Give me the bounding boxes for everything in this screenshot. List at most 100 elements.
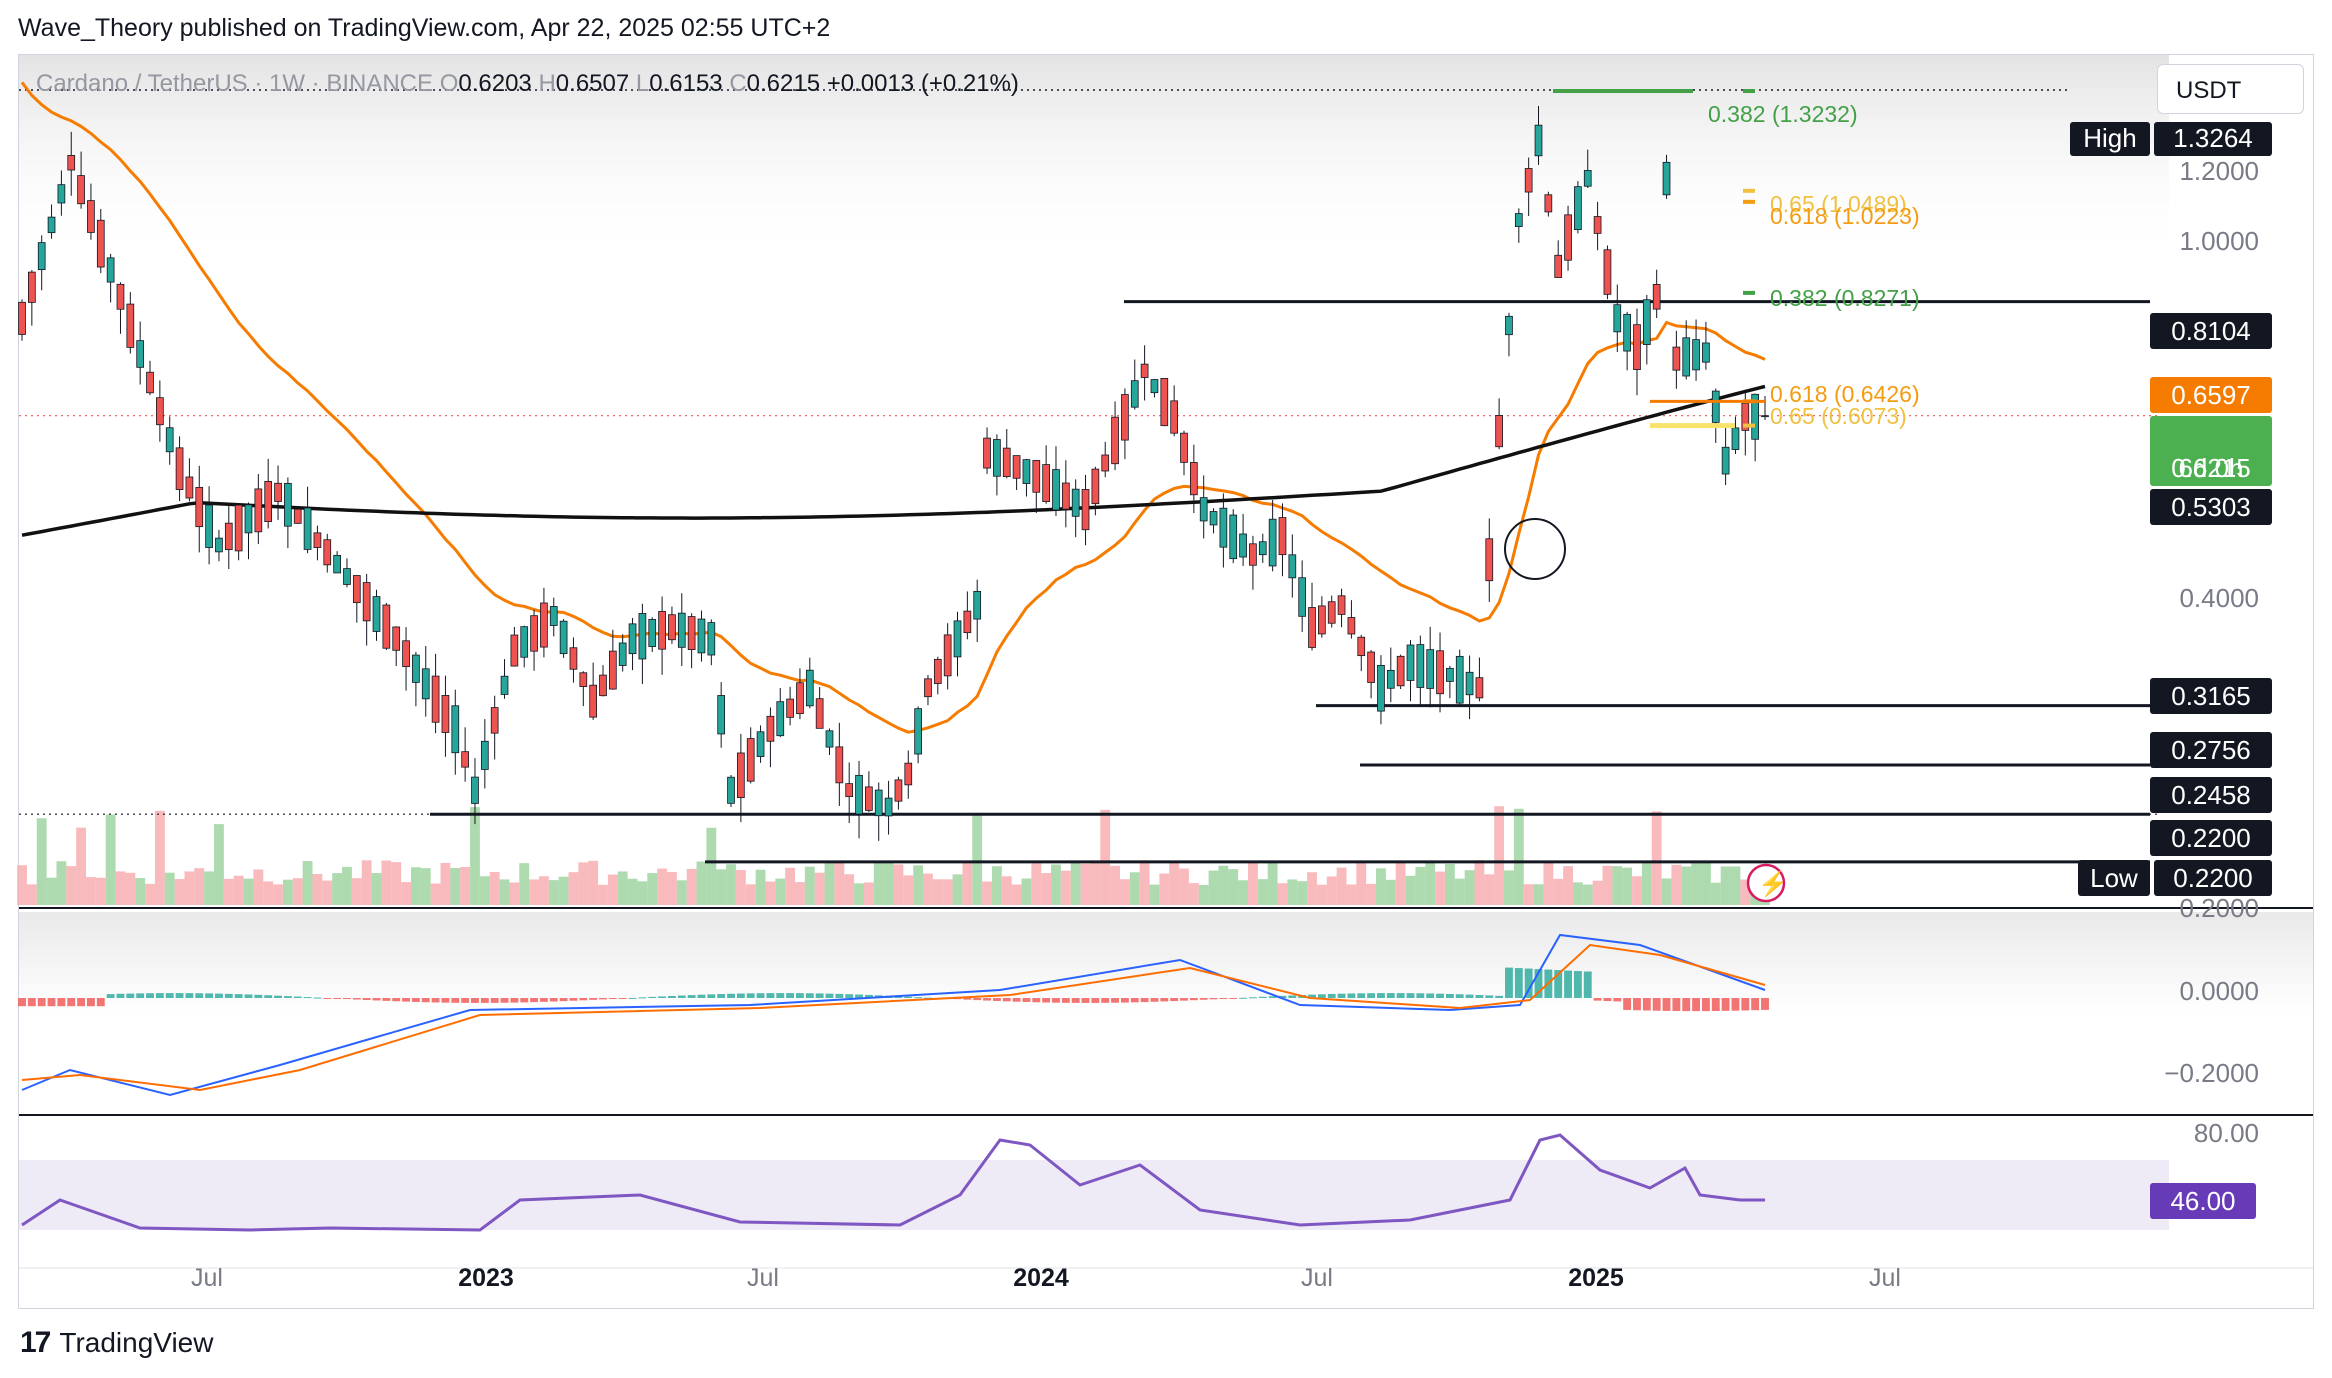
- volume-bar: [1484, 874, 1495, 905]
- volume-bar: [263, 881, 274, 905]
- macd-histogram-bar: [67, 998, 76, 1007]
- macd-histogram-bar: [1130, 998, 1139, 1003]
- volume-bar: [519, 863, 530, 905]
- macd-histogram-bar: [86, 998, 95, 1007]
- volume-bar: [342, 866, 352, 905]
- macd-histogram-bar: [1180, 998, 1188, 1001]
- volume-bar: [26, 884, 37, 905]
- volume-bar: [972, 814, 983, 905]
- macd-histogram-bar: [1317, 994, 1326, 998]
- candle: [1396, 655, 1405, 687]
- candle: [1258, 541, 1267, 556]
- macd-histogram-bar: [18, 998, 26, 1007]
- macd-histogram-bar: [618, 998, 627, 999]
- macd-histogram-bar: [1258, 996, 1267, 998]
- macd-histogram-bar: [96, 998, 105, 1007]
- candle: [1662, 161, 1671, 196]
- volume-bar: [834, 863, 845, 905]
- candle: [1032, 460, 1041, 493]
- candle: [1613, 304, 1622, 333]
- macd-histogram-bar: [57, 998, 66, 1007]
- candle: [1603, 249, 1612, 295]
- macd-histogram-bar: [677, 995, 686, 998]
- volume-bar: [637, 881, 648, 905]
- macd-histogram-bar: [1583, 971, 1592, 998]
- low-value: 0.6153: [649, 70, 723, 97]
- high-price-label: 1.3264: [2173, 123, 2253, 153]
- currency-button[interactable]: USDT: [2157, 64, 2304, 114]
- macd-histogram-bar: [362, 998, 371, 1000]
- volume-bar: [1110, 865, 1120, 905]
- candle: [530, 615, 538, 652]
- volume-bar: [1356, 862, 1367, 905]
- macd-histogram-bar: [1278, 995, 1287, 998]
- macd-histogram-bar: [1061, 998, 1070, 1003]
- macd-histogram-bar: [1367, 993, 1376, 998]
- candle: [1514, 213, 1523, 227]
- macd-histogram-bar: [520, 998, 529, 1003]
- macd-histogram-bar: [796, 993, 804, 998]
- volume-bar: [1297, 881, 1308, 905]
- candle: [1751, 393, 1759, 440]
- volume-bar: [735, 869, 746, 905]
- candle: [1249, 543, 1257, 566]
- candle: [431, 675, 440, 723]
- volume-bar: [538, 876, 549, 905]
- macd-histogram-bar: [175, 993, 184, 998]
- macd-histogram-bar: [402, 998, 410, 1002]
- macd-histogram-bar: [461, 998, 470, 1003]
- candle: [1022, 459, 1031, 484]
- candle: [1209, 511, 1218, 526]
- high-value: 0.6507: [555, 70, 630, 97]
- symbol-name: Cardano / TetherUS · 1W · BINANCE: [36, 70, 434, 97]
- tradingview-logo-icon: 17: [20, 1326, 51, 1359]
- volume-bar: [991, 866, 1002, 905]
- volume-bar: [371, 873, 382, 905]
- candle: [1337, 595, 1346, 615]
- candle: [313, 532, 322, 548]
- y-axis-tick: 0.4000: [2179, 583, 2259, 613]
- macd-histogram-bar: [1406, 993, 1415, 998]
- volume-bar: [1090, 862, 1101, 905]
- macd-histogram-bar: [1012, 998, 1021, 1002]
- candle: [1239, 533, 1247, 558]
- candle: [244, 504, 253, 534]
- golden-cross-circle: [1504, 518, 1566, 580]
- candle: [412, 654, 420, 683]
- macd-histogram-bar: [815, 993, 824, 998]
- candle: [894, 779, 903, 802]
- macd-histogram-bar: [1564, 970, 1572, 998]
- volume-bar: [302, 860, 313, 905]
- support-price-label-bg: [2150, 678, 2272, 714]
- macd-line: [21, 933, 1766, 1097]
- macd-histogram-bar: [1445, 993, 1454, 998]
- volume-bar: [932, 879, 943, 905]
- volume-bar: [1651, 811, 1662, 905]
- macd-histogram-bar: [1642, 998, 1651, 1011]
- candle: [1268, 518, 1277, 567]
- publisher-line: Wave_Theory published on TradingView.com…: [18, 14, 831, 42]
- macd-histogram-bar: [1248, 997, 1257, 999]
- candle: [1436, 650, 1444, 695]
- candle: [943, 634, 952, 677]
- macd-histogram-bar: [1603, 998, 1612, 1002]
- candle: [392, 626, 401, 651]
- candle: [618, 642, 627, 666]
- macd-histogram-bar: [864, 994, 873, 998]
- volume-bar: [1740, 879, 1751, 905]
- candle: [1140, 363, 1149, 378]
- support-price-label-bg: [2150, 732, 2272, 768]
- volume-bar: [1080, 863, 1091, 905]
- macd-histogram-bar: [37, 998, 46, 1007]
- candle: [756, 731, 765, 757]
- macd-histogram-bar: [1761, 998, 1769, 1010]
- candle: [1406, 644, 1415, 681]
- candle: [1367, 651, 1375, 683]
- tradingview-footer[interactable]: 17 TradingView: [20, 1326, 213, 1360]
- resistance-price-label-bg: [2150, 313, 2272, 349]
- volume-bar: [1238, 880, 1249, 905]
- volume-bar: [1149, 884, 1160, 905]
- volume-bar: [923, 873, 933, 905]
- ema-layer: [20, 81, 1766, 734]
